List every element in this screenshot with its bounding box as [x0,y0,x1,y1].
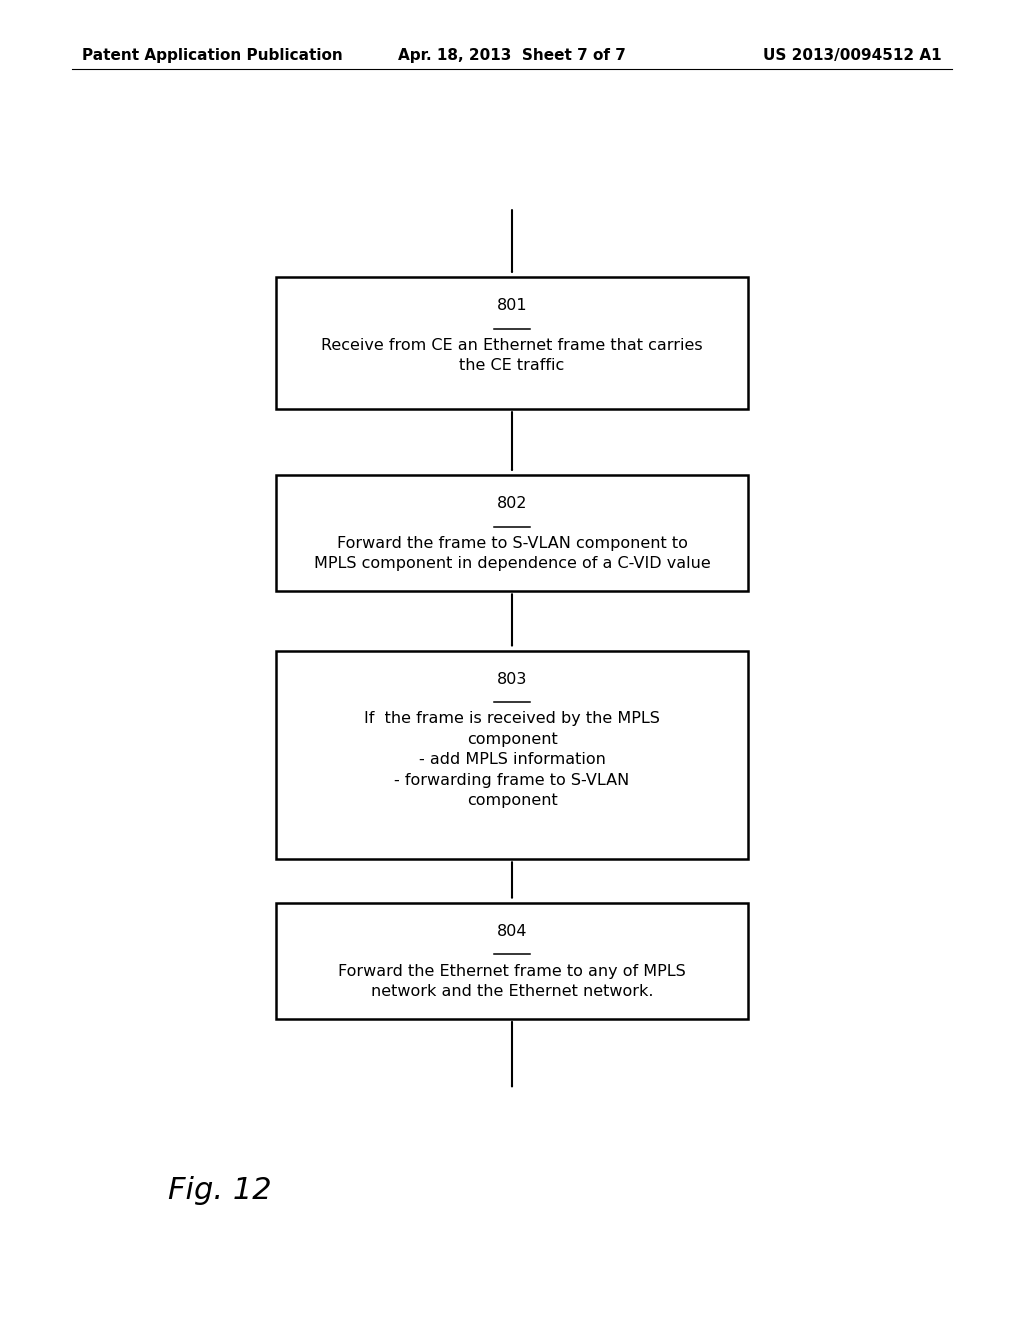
Text: Fig. 12: Fig. 12 [168,1176,272,1205]
Bar [276,651,748,859]
Bar [276,903,748,1019]
Text: 801: 801 [497,298,527,313]
Text: US 2013/0094512 A1: US 2013/0094512 A1 [764,48,942,63]
Text: Receive from CE an Ethernet frame that carries
the CE traffic: Receive from CE an Ethernet frame that c… [322,338,702,374]
Text: If  the frame is received by the MPLS
component
- add MPLS information
- forward: If the frame is received by the MPLS com… [365,711,659,808]
Text: Forward the frame to S-VLAN component to
MPLS component in dependence of a C-VID: Forward the frame to S-VLAN component to… [313,536,711,572]
Text: 802: 802 [497,496,527,511]
Bar [276,475,748,591]
Text: Apr. 18, 2013  Sheet 7 of 7: Apr. 18, 2013 Sheet 7 of 7 [398,48,626,63]
Text: Patent Application Publication: Patent Application Publication [82,48,343,63]
Bar [276,277,748,409]
Text: 803: 803 [497,672,527,686]
Text: Forward the Ethernet frame to any of MPLS
network and the Ethernet network.: Forward the Ethernet frame to any of MPL… [338,964,686,999]
Text: 804: 804 [497,924,527,939]
